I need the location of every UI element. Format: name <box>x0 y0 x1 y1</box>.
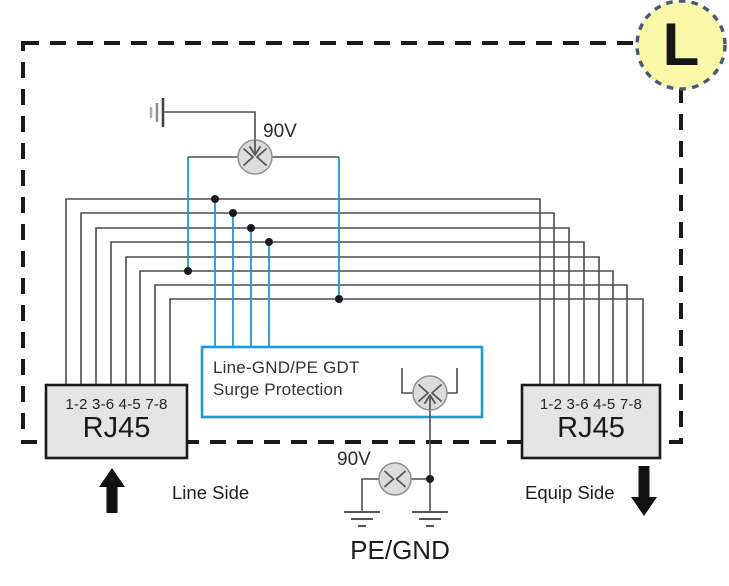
l-badge-circle <box>635 0 727 91</box>
rj45-right-box <box>520 383 662 460</box>
pe-gnd-label: PE/GND <box>350 535 450 565</box>
rj45-left-box <box>44 383 189 460</box>
top-gdt-icon <box>188 139 339 175</box>
top-gdt-voltage-label: 90V <box>263 121 297 142</box>
box-gdt-icon <box>401 368 458 512</box>
protection-box-label: Line-GND/PE GDT Surge Protection <box>213 357 360 401</box>
enclosure-dashed-border <box>21 41 683 444</box>
chassis-ground-icon <box>149 98 256 141</box>
ethernet-wires <box>65 198 644 385</box>
arrow-up-icon <box>99 468 125 513</box>
arrow-down-icon <box>631 466 657 516</box>
protection-box-line2: Surge Protection <box>213 380 343 399</box>
line-side-label: Line Side <box>172 482 250 503</box>
earth-ground-icon-left <box>344 511 380 527</box>
earth-ground-icon-right <box>412 511 448 527</box>
rj45-right-label: RJ45 <box>557 412 625 444</box>
protection-box-line1: Line-GND/PE GDT <box>213 358 360 377</box>
bottom-gdt-icon <box>361 462 430 512</box>
gdt-tap-wires <box>187 157 340 347</box>
rj45-left-pins: 1-2 3-6 4-5 7-8 <box>65 396 168 413</box>
l-badge-label: L <box>662 11 700 78</box>
junction-dots <box>184 195 434 483</box>
rj45-right-pins: 1-2 3-6 4-5 7-8 <box>539 396 643 413</box>
bottom-gdt-voltage-label: 90V <box>337 449 371 470</box>
rj45-left-label: RJ45 <box>82 412 151 444</box>
equip-side-label: Equip Side <box>525 482 615 503</box>
